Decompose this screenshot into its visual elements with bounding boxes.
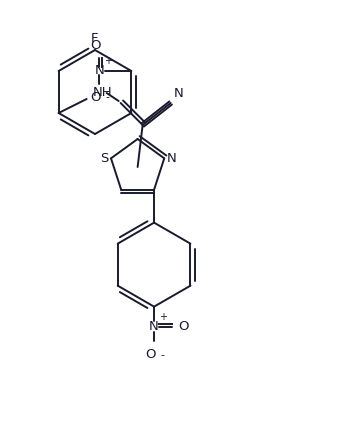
Text: -: - [160, 349, 164, 360]
Text: N: N [174, 87, 184, 100]
Text: N: N [94, 64, 104, 77]
Text: O: O [178, 320, 189, 333]
Text: +: + [104, 56, 112, 66]
Text: O: O [145, 348, 155, 361]
Text: NH: NH [93, 86, 112, 99]
Text: N: N [149, 320, 159, 333]
Text: O: O [90, 91, 101, 104]
Text: S: S [100, 152, 108, 165]
Text: N: N [167, 152, 176, 165]
Text: O: O [90, 39, 101, 52]
Text: F: F [91, 32, 99, 45]
Text: -: - [105, 92, 109, 102]
Text: +: + [159, 311, 167, 322]
